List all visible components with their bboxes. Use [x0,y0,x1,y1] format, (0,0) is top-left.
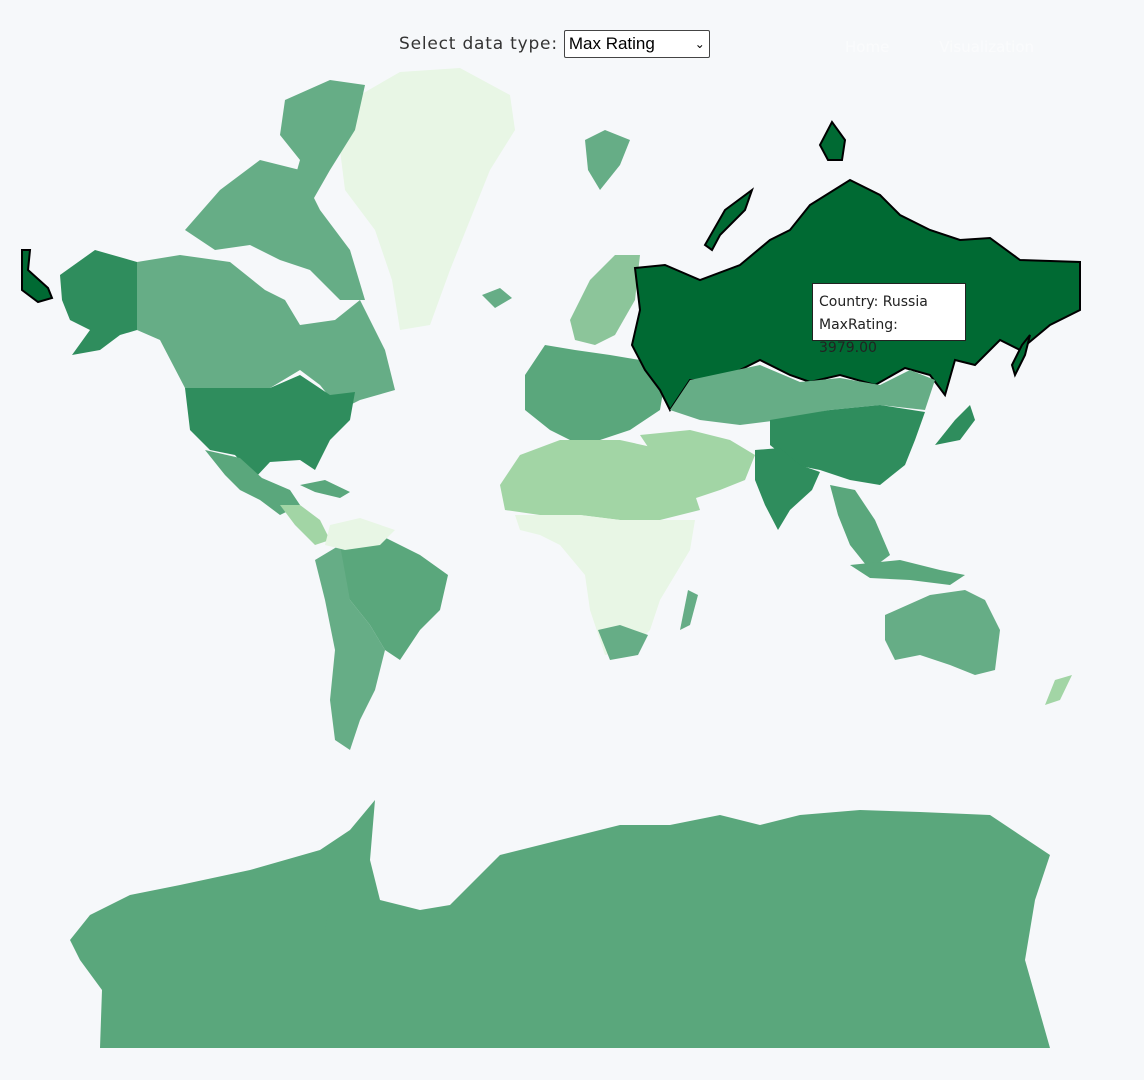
country-canada[interactable] [137,255,395,410]
country-australia[interactable] [885,590,1000,675]
country-mexico[interactable] [205,450,300,515]
country-russia-novaya-zemlya[interactable] [703,187,755,252]
nav-links: Home Visualization [845,38,1034,56]
region-sub-saharan-africa[interactable] [515,515,695,655]
region-north-africa[interactable] [500,440,700,520]
data-type-select[interactable]: Max Rating ⌄ [563,30,710,58]
country-brazil[interactable] [335,535,448,660]
country-south-africa[interactable] [598,625,648,660]
data-type-selector: Select data type: Max Rating ⌄ [399,30,710,58]
tooltip-value: MaxRating: 3979.00 [819,317,898,356]
region-arctic-islands[interactable] [185,160,365,300]
country-usa-alaska[interactable] [60,250,137,355]
chevron-down-icon: ⌄ [694,37,705,51]
country-madagascar[interactable] [680,590,698,630]
data-type-selected-value: Max Rating [568,34,655,53]
region-scandinavia[interactable] [570,255,640,345]
region-central-america[interactable] [280,505,330,545]
country-iceland[interactable] [482,288,512,308]
region-western-europe[interactable] [525,345,665,440]
country-china[interactable] [770,405,925,485]
region-indonesia[interactable] [850,560,965,585]
country-greenland[interactable] [340,68,515,330]
region-southeast-asia[interactable] [830,485,890,570]
region-andes[interactable] [315,545,385,750]
top-bar: Select data type: Max Rating ⌄ [0,30,1144,60]
country-svalbard[interactable] [585,130,630,190]
region-central-asia[interactable] [670,365,935,425]
region-venezuela-colombia[interactable] [325,518,395,550]
country-russia-sakhalin[interactable] [1010,334,1031,378]
region-antarctica-peninsula[interactable] [325,875,365,940]
nav-visualization-link[interactable]: Visualization [939,38,1035,56]
country-russia-severnaya-zemlya[interactable] [818,120,847,161]
region-middle-east[interactable] [640,430,755,500]
map-tooltip: Country: Russia MaxRating: 3979.00 [812,283,966,356]
country-usa[interactable] [185,375,355,478]
region-antarctica[interactable] [70,800,1050,1048]
country-new-zealand[interactable] [1045,675,1072,705]
region-caribbean[interactable] [300,480,350,498]
country-russia-chukotka-west[interactable] [21,249,54,304]
country-india[interactable] [755,448,820,530]
country-japan[interactable] [935,405,975,445]
tooltip-country: Country: Russia [819,294,928,310]
data-type-label: Select data type: [399,34,558,54]
nav-home-link[interactable]: Home [845,38,890,56]
